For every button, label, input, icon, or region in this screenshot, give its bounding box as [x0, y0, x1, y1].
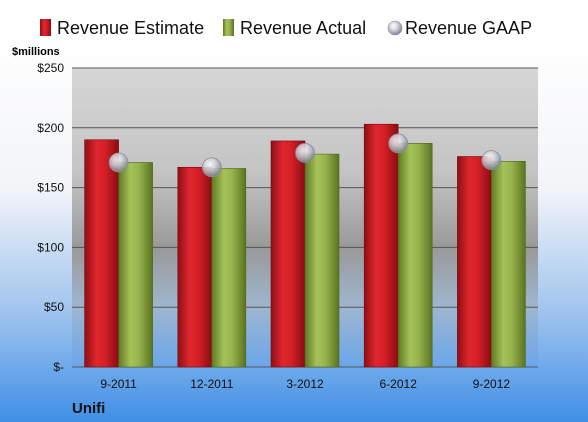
bar-revenue-actual: [211, 168, 247, 368]
marker-revenue-gaap: [388, 133, 409, 154]
legend: Revenue Estimate Revenue Actual Revenue GA…: [40, 18, 532, 38]
bar-revenue-actual: [304, 153, 340, 368]
legend-item-revenue-gaap-swatch: [387, 20, 403, 36]
bar-revenue-actual: [491, 160, 526, 368]
y-tick-label: $200: [37, 121, 64, 135]
y-axis-ticks: $- $50 $100 $150 $200 $250: [37, 61, 64, 374]
marker-revenue-gaap: [481, 150, 502, 170]
x-tick-label: 6-2012: [380, 377, 418, 391]
x-axis-ticks: 9-2011 12-2011 3-2012 6-2012 9-2012: [100, 377, 510, 391]
y-tick-label: $150: [37, 181, 64, 195]
bar-revenue-estimate: [457, 156, 492, 368]
marker-revenue-gaap: [201, 157, 222, 178]
legend-item-revenue-estimate-swatch: [40, 19, 51, 36]
company-label: Unifi: [72, 400, 105, 417]
y-tick-label: $50: [44, 300, 64, 314]
legend-item-revenue-actual-swatch: [223, 19, 234, 36]
bar-revenue-estimate: [84, 139, 119, 368]
x-tick-label: 9-2011: [100, 377, 137, 391]
bar-revenue-estimate: [177, 166, 213, 368]
bar-revenue-actual: [397, 143, 433, 368]
y-tick-label: $-: [53, 360, 64, 374]
x-tick-label: 3-2012: [286, 377, 324, 391]
legend-item-revenue-estimate-label: Revenue Estimate: [57, 18, 204, 38]
x-tick-label: 12-2011: [190, 377, 233, 391]
marker-revenue-gaap: [295, 143, 315, 163]
y-tick-label: $100: [37, 240, 64, 254]
bar-revenue-estimate: [270, 140, 306, 368]
marker-revenue-gaap: [108, 152, 129, 173]
y-tick-label: $250: [37, 61, 64, 75]
legend-item-revenue-actual-label: Revenue Actual: [240, 18, 366, 38]
y-axis-label: $millions: [12, 46, 60, 58]
bars: [84, 123, 526, 368]
legend-item-revenue-gaap-label: Revenue GAAP: [405, 18, 532, 38]
bar-revenue-actual: [118, 162, 153, 368]
x-tick-label: 9-2012: [473, 377, 511, 391]
bar-revenue-estimate: [363, 123, 399, 368]
